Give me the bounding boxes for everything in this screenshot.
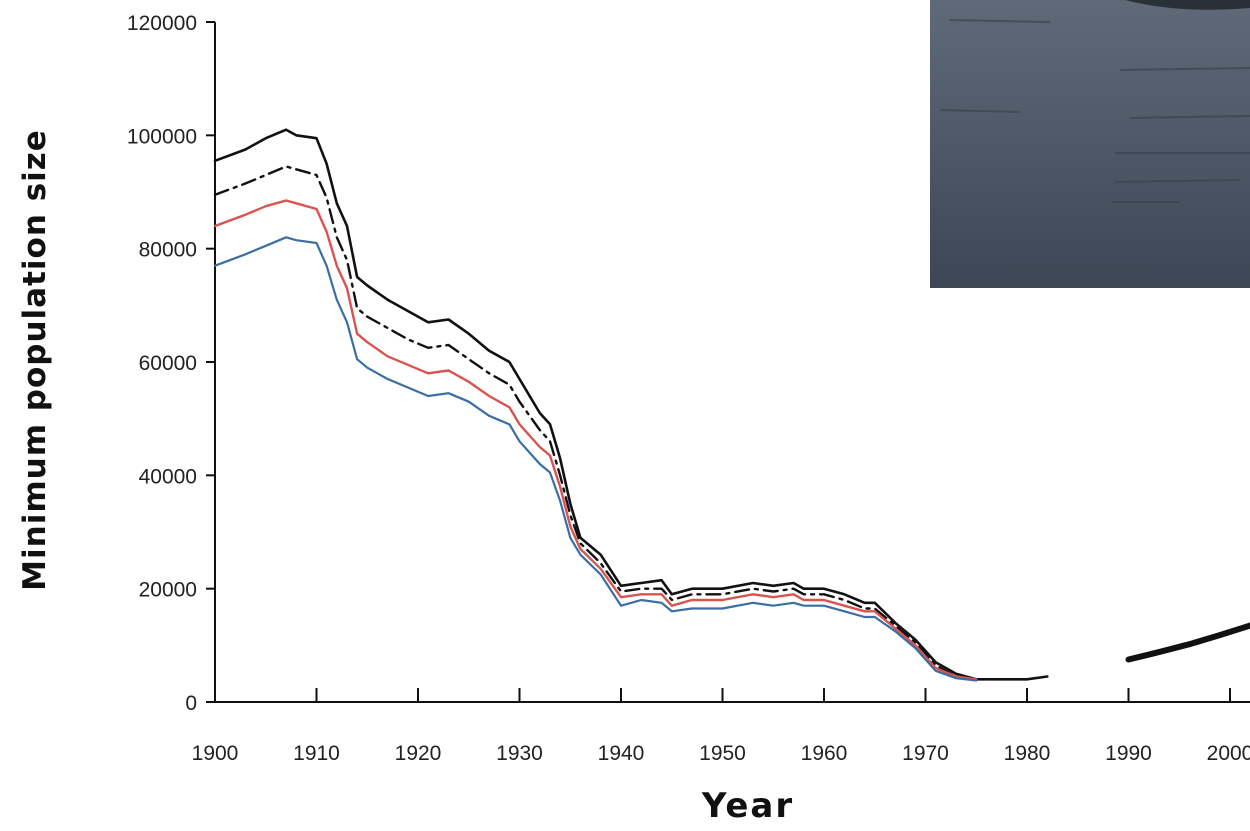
series-line-2 [213, 165, 978, 681]
inset-photo-whale-back [1125, 0, 1250, 10]
inset-photo-ripple [1119, 67, 1250, 71]
x-tick-label: 2000 [1207, 742, 1250, 765]
series-line-1 [213, 128, 1049, 681]
y-tick-label: 100000 [127, 125, 197, 148]
x-axis-title: Year [701, 786, 794, 826]
x-tick-label: 1970 [902, 742, 949, 765]
x-tick-label: 1900 [192, 742, 239, 765]
y-axis-title: Minimum population size [17, 129, 53, 591]
series-line-4 [213, 236, 978, 682]
inset-photo-ripple [939, 109, 1021, 113]
inset-photo-water [930, 0, 1250, 288]
y-tick-label: 20000 [139, 579, 197, 602]
y-tick-label: 60000 [139, 352, 197, 375]
x-tick-label: 1920 [395, 742, 442, 765]
inset-photo [930, 0, 1250, 288]
series-group [213, 128, 1250, 682]
series-line-5 [1125, 622, 1250, 663]
x-tick-label: 1980 [1004, 742, 1051, 765]
x-tick-label: 1960 [801, 742, 848, 765]
inset-photo-ripple [949, 19, 1051, 23]
x-tick-label: 1910 [293, 742, 340, 765]
inset-photo-ripple [1129, 115, 1250, 119]
x-tick-label: 1940 [598, 742, 645, 765]
series-line-3 [213, 199, 978, 681]
x-tick-label: 1990 [1105, 742, 1152, 765]
y-tick-label: 40000 [139, 465, 197, 488]
x-tick-label: 1950 [699, 742, 746, 765]
y-tick-label: 0 [185, 692, 197, 715]
x-tick-label: 1930 [496, 742, 543, 765]
y-tick-label: 80000 [139, 239, 197, 262]
chart-axes: 0 20000 40000 60000 80000 100000 120000 1900 191… [127, 12, 1250, 765]
y-tick-label: 120000 [127, 12, 197, 35]
inset-photo-ripple [1114, 179, 1241, 183]
